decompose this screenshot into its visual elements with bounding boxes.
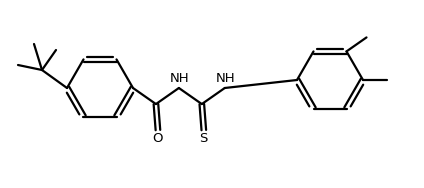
Text: NH: NH [170, 71, 190, 84]
Text: NH: NH [216, 71, 236, 84]
Text: S: S [200, 132, 208, 145]
Text: O: O [153, 132, 163, 145]
